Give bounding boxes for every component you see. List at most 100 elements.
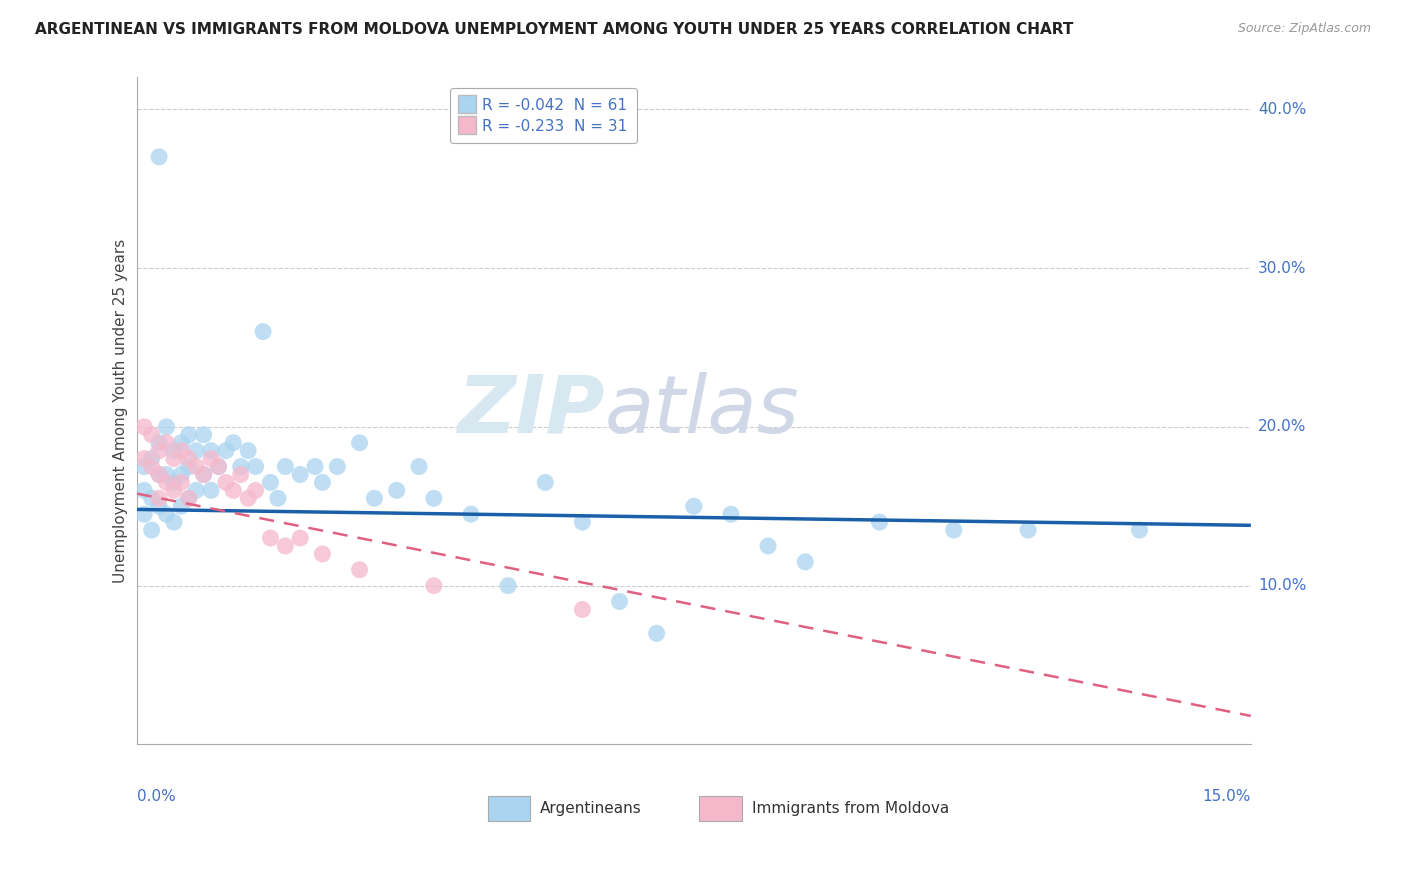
Point — [215, 475, 238, 490]
Point — [238, 443, 260, 458]
Point — [304, 459, 326, 474]
Point — [170, 435, 193, 450]
Point — [496, 579, 519, 593]
Point — [534, 475, 557, 490]
Text: ZIP: ZIP — [457, 372, 605, 450]
Point — [186, 483, 208, 498]
Text: Argentineans: Argentineans — [540, 801, 641, 816]
Text: 0.0%: 0.0% — [136, 789, 176, 804]
Point — [274, 539, 297, 553]
Point — [460, 507, 482, 521]
Point — [215, 443, 238, 458]
Point — [148, 150, 170, 164]
Text: Source: ZipAtlas.com: Source: ZipAtlas.com — [1237, 22, 1371, 36]
Point — [311, 475, 333, 490]
Point — [148, 500, 170, 514]
Point — [141, 523, 163, 537]
Point — [193, 467, 215, 482]
Point — [274, 459, 297, 474]
Point — [645, 626, 668, 640]
Point — [349, 563, 371, 577]
Point — [134, 451, 156, 466]
Point — [170, 475, 193, 490]
Point — [200, 443, 222, 458]
Point — [229, 459, 252, 474]
Point — [177, 451, 200, 466]
Point — [155, 475, 177, 490]
Point — [170, 443, 193, 458]
Point — [326, 459, 349, 474]
Point — [571, 602, 593, 616]
Point — [349, 435, 371, 450]
Point — [200, 451, 222, 466]
Text: atlas: atlas — [605, 372, 800, 450]
Point — [193, 467, 215, 482]
Text: 30.0%: 30.0% — [1258, 260, 1306, 276]
Text: 10.0%: 10.0% — [1258, 578, 1306, 593]
Point — [259, 475, 281, 490]
Y-axis label: Unemployment Among Youth under 25 years: Unemployment Among Youth under 25 years — [114, 239, 128, 583]
Point — [155, 420, 177, 434]
Point — [423, 579, 446, 593]
Point — [609, 594, 631, 608]
Point — [163, 515, 186, 529]
Point — [155, 507, 177, 521]
Point — [1128, 523, 1150, 537]
Point — [207, 459, 229, 474]
Point — [869, 515, 891, 529]
Text: Immigrants from Moldova: Immigrants from Moldova — [752, 801, 949, 816]
Point — [141, 451, 163, 466]
Point — [148, 491, 170, 506]
Point — [385, 483, 408, 498]
Point — [942, 523, 965, 537]
Point — [408, 459, 430, 474]
Point — [163, 483, 186, 498]
Point — [756, 539, 779, 553]
Point — [134, 483, 156, 498]
Point — [229, 467, 252, 482]
Point — [163, 475, 186, 490]
Point — [207, 459, 229, 474]
Point — [200, 483, 222, 498]
Text: 20.0%: 20.0% — [1258, 419, 1306, 434]
Point — [134, 420, 156, 434]
Point — [259, 531, 281, 545]
Point — [170, 467, 193, 482]
Point — [245, 459, 267, 474]
Point — [177, 427, 200, 442]
Point — [720, 507, 742, 521]
Point — [148, 467, 170, 482]
Point — [245, 483, 267, 498]
Point — [148, 443, 170, 458]
Point — [177, 459, 200, 474]
Text: 15.0%: 15.0% — [1202, 789, 1251, 804]
Point — [288, 467, 311, 482]
Point — [423, 491, 446, 506]
FancyBboxPatch shape — [699, 796, 742, 822]
Point — [363, 491, 385, 506]
Point — [134, 459, 156, 474]
Point — [141, 427, 163, 442]
Point — [170, 500, 193, 514]
Point — [155, 467, 177, 482]
Point — [267, 491, 290, 506]
Text: 40.0%: 40.0% — [1258, 102, 1306, 117]
Point — [186, 443, 208, 458]
Point — [177, 491, 200, 506]
Point — [571, 515, 593, 529]
Point — [155, 435, 177, 450]
Point — [1017, 523, 1039, 537]
Point — [163, 451, 186, 466]
Point — [238, 491, 260, 506]
Point — [186, 459, 208, 474]
Point — [222, 483, 245, 498]
Text: ARGENTINEAN VS IMMIGRANTS FROM MOLDOVA UNEMPLOYMENT AMONG YOUTH UNDER 25 YEARS C: ARGENTINEAN VS IMMIGRANTS FROM MOLDOVA U… — [35, 22, 1074, 37]
FancyBboxPatch shape — [488, 796, 530, 822]
Point — [163, 443, 186, 458]
Legend: R = -0.042  N = 61, R = -0.233  N = 31: R = -0.042 N = 61, R = -0.233 N = 31 — [450, 88, 637, 143]
Point — [288, 531, 311, 545]
Point — [134, 507, 156, 521]
Point — [177, 491, 200, 506]
Point — [311, 547, 333, 561]
Point — [193, 427, 215, 442]
